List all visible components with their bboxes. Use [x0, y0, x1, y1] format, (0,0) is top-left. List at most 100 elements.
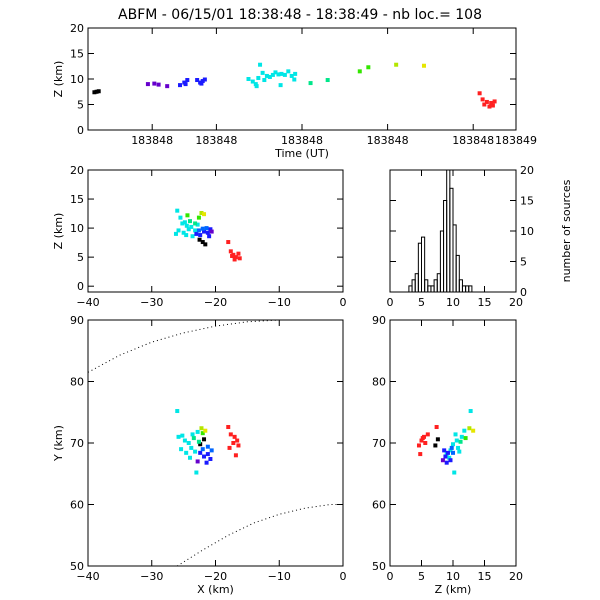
height-histogram-ytick-label: 20 — [520, 164, 534, 177]
plan-view-point — [232, 434, 237, 439]
time-height-point — [286, 69, 291, 74]
x-z-point — [228, 249, 233, 254]
x-z-point — [182, 220, 187, 225]
height-histogram-ytick-label: 15 — [520, 195, 534, 208]
time-height-point — [482, 102, 487, 107]
plan-view-point — [226, 425, 231, 430]
time-height-panel — [87, 27, 517, 131]
z-y-point — [435, 437, 440, 442]
time-height-point — [178, 83, 183, 88]
time-height-point — [199, 81, 204, 86]
time-height-xlabel: Time (UT) — [274, 147, 329, 160]
x-z-ytick-label: 10 — [70, 222, 84, 235]
z-y-point — [440, 458, 445, 463]
time-height-point — [487, 104, 492, 109]
x-z-point — [193, 228, 198, 233]
figure-title: ABFM - 06/15/01 18:38:48 - 18:38:49 - nb… — [118, 7, 482, 23]
z-y-point — [456, 445, 461, 450]
x-z-ylabel: Z (km) — [52, 213, 65, 250]
x-z-point — [199, 210, 204, 215]
time-height-ytick-label: 20 — [70, 22, 84, 35]
time-height-point — [185, 78, 190, 83]
height-histogram-ytick-label: 5 — [520, 256, 527, 269]
x-z-point — [184, 223, 189, 228]
x-z-xtick-label: −40 — [76, 296, 99, 309]
plan-view-point — [202, 454, 207, 459]
z-y-point — [447, 455, 452, 460]
plan-view-point — [199, 426, 204, 431]
time-height-point — [270, 72, 275, 77]
x-z-point — [200, 240, 205, 245]
plan-view-ytick-label: 60 — [70, 499, 84, 512]
height-histogram-ytick-label: 10 — [520, 225, 534, 238]
z-y-point — [448, 448, 453, 453]
time-height-point — [96, 89, 101, 94]
z-y-ytick-label: 70 — [372, 437, 386, 450]
plan-view-point — [233, 453, 238, 458]
plan-view-xlabel: X (km) — [197, 583, 234, 596]
plan-view-ytick-label: 80 — [70, 376, 84, 389]
z-y-point — [423, 441, 428, 445]
time-height-point — [421, 63, 426, 68]
time-height-xtick-label: 183848 — [131, 134, 173, 147]
height-histogram-xtick-label: 10 — [446, 296, 460, 309]
plan-view-point — [198, 442, 203, 447]
z-y-point — [453, 432, 458, 437]
time-height-point — [490, 103, 495, 108]
time-height-point — [484, 99, 489, 104]
plan-view-ytick-label: 70 — [70, 437, 84, 450]
time-height-point — [293, 71, 298, 76]
z-y-point — [418, 452, 423, 457]
x-z-point — [230, 253, 235, 258]
plan-view-point — [191, 436, 196, 441]
z-y-xtick-label: 0 — [387, 570, 394, 583]
time-height-ytick-label: 0 — [77, 124, 84, 137]
z-y-point — [449, 445, 454, 450]
z-y-point — [452, 470, 457, 475]
plan-view-ytick-label: 50 — [70, 560, 84, 573]
x-z-ytick-label: 20 — [70, 164, 84, 177]
plan-view-xtick-label: −40 — [76, 570, 99, 583]
z-y-point — [459, 434, 464, 439]
time-height-point — [279, 71, 284, 76]
time-height-xtick-label: 183848 — [195, 134, 237, 147]
x-z-point — [196, 228, 201, 233]
time-height-point — [278, 83, 283, 88]
plan-view-point — [235, 438, 240, 443]
time-height-point — [357, 69, 362, 74]
plan-view-ytick-label: 90 — [70, 314, 84, 327]
x-z-point — [193, 221, 198, 226]
plan-view-point — [200, 447, 205, 452]
z-y-point — [445, 450, 450, 455]
time-height-point — [489, 100, 494, 105]
x-z-point — [197, 237, 202, 242]
x-z-point — [209, 229, 214, 234]
plan-view-point — [194, 470, 199, 475]
plan-view-point — [195, 429, 200, 434]
x-z-ytick-label: 5 — [77, 251, 84, 264]
z-y-point — [443, 454, 448, 459]
plan-view-point — [180, 433, 185, 438]
x-z-point — [176, 228, 181, 233]
x-z-xtick-label: −20 — [204, 296, 227, 309]
time-height-point — [250, 79, 255, 84]
plan-view-point — [204, 460, 209, 465]
time-height-point — [200, 79, 205, 84]
time-height-point — [308, 81, 313, 86]
x-z-point — [178, 215, 183, 220]
x-z-point — [202, 212, 207, 217]
plan-view-point — [227, 445, 232, 450]
time-height-point — [246, 77, 251, 81]
x-z-point — [236, 251, 241, 256]
x-z-point — [196, 215, 201, 220]
z-y-point — [451, 450, 455, 455]
time-height-ylabel: Z (km) — [52, 61, 65, 98]
height-histogram-panel — [389, 169, 517, 293]
z-y-point — [463, 436, 468, 441]
x-z-xtick-label: −10 — [268, 296, 291, 309]
plan-view-frame — [87, 319, 344, 567]
time-height-point — [183, 82, 188, 87]
x-z-point — [186, 227, 191, 232]
x-z-point — [226, 240, 231, 245]
